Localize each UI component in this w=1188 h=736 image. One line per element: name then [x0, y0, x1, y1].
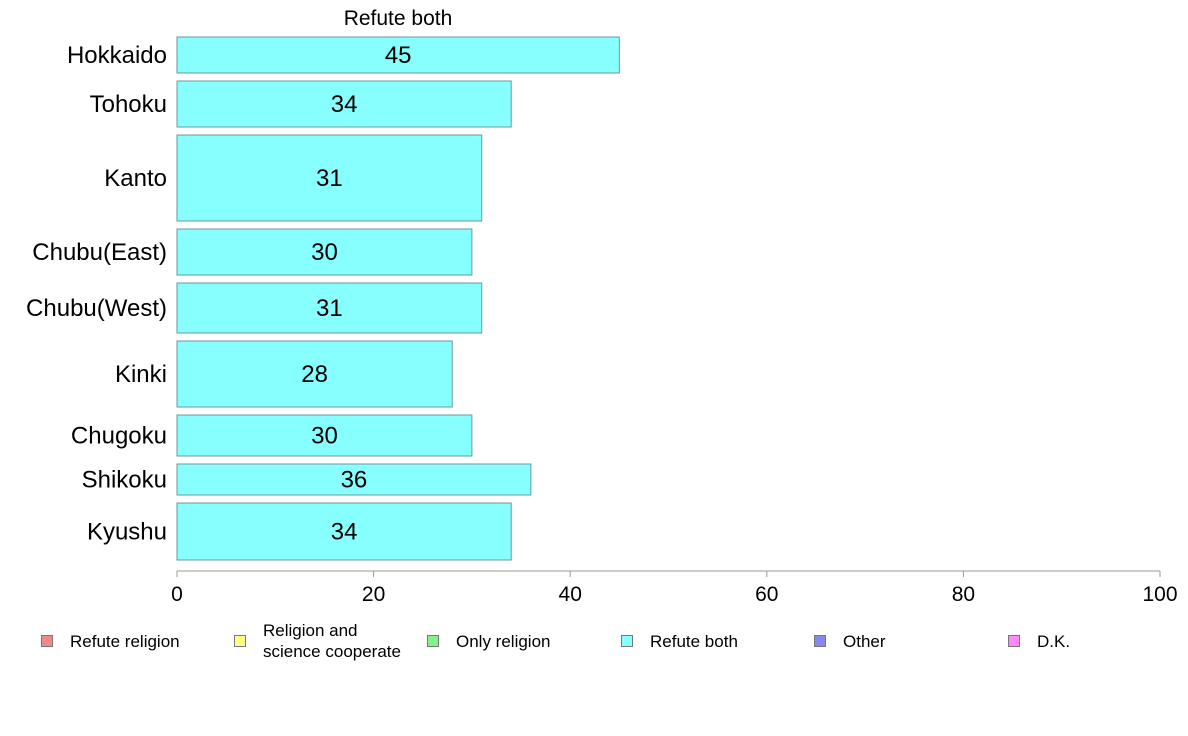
- x-tick-label: 40: [559, 583, 582, 606]
- legend-item-refute-both: Refute both: [621, 618, 738, 664]
- x-axis: 0 20 40 60 80 100: [171, 570, 1178, 606]
- x-tick-label: 80: [952, 583, 975, 606]
- bar-value-label: 45: [385, 42, 412, 69]
- legend-item-religion-and-science-cooperate: Religion and science cooperate: [234, 618, 401, 664]
- category-label: Hokkaido: [67, 42, 167, 69]
- bar-value-label: 31: [316, 295, 343, 322]
- category-label: Chubu(East): [32, 239, 167, 266]
- category-label: Chubu(West): [26, 295, 167, 322]
- category-label: Shikoku: [82, 467, 167, 494]
- category-label: Tohoku: [90, 91, 167, 118]
- x-tick-label: 60: [755, 583, 778, 606]
- bar-value-label: 30: [311, 239, 338, 266]
- legend-swatch: [427, 635, 439, 647]
- bar-hokkaido: [176, 36, 620, 74]
- chart-title: Refute both: [344, 7, 453, 30]
- legend-item-refute-religion: Refute religion: [41, 618, 180, 664]
- legend-item-other: Other: [814, 618, 886, 664]
- bars-layer: 45 Hokkaido 34 Tohoku 31 Kanto 30 Chubu(East) 31…: [26, 36, 620, 561]
- legend-label: Refute religion: [70, 631, 180, 651]
- legend-swatch: [41, 635, 53, 647]
- legend-label: Religion and science cooperate: [263, 621, 401, 661]
- legend-swatch: [1008, 635, 1020, 647]
- bar-tohoku: [176, 80, 512, 128]
- x-tick-label: 20: [362, 583, 385, 606]
- legend-swatch: [814, 635, 826, 647]
- x-tick-label: 100: [1142, 583, 1177, 606]
- legend-label: D.K.: [1037, 631, 1071, 651]
- legend-label: Only religion: [456, 631, 551, 651]
- bar-shikoku: [176, 463, 532, 496]
- legend-swatch: [621, 635, 633, 647]
- bar-value-label: 36: [341, 467, 368, 494]
- category-label: Chugoku: [71, 423, 167, 450]
- bar-chugoku: [176, 414, 473, 457]
- bar-value-label: 28: [301, 361, 328, 388]
- category-label: Kyushu: [87, 519, 167, 546]
- category-label: Kinki: [115, 361, 167, 388]
- bar-chubu-west-: [176, 282, 483, 334]
- legend-item-only-religion: Only religion: [427, 618, 551, 664]
- bar-value-label: 34: [331, 91, 358, 118]
- legend-label: Other: [843, 631, 886, 651]
- bar-chubu-east-: [176, 228, 473, 276]
- bar-value-label: 34: [331, 519, 358, 546]
- legend-label: Refute both: [650, 631, 738, 651]
- bar-kinki: [176, 340, 453, 408]
- bar-kyushu: [176, 502, 512, 561]
- x-tick-label: 0: [171, 583, 183, 606]
- legend-item-dk: D.K.: [1008, 618, 1070, 664]
- category-label: Kanto: [104, 165, 167, 192]
- legend-swatch: [234, 635, 246, 647]
- bar-value-label: 30: [311, 423, 338, 450]
- bar-value-label: 31: [316, 165, 343, 192]
- legend: Refute religion Religion and science coo…: [0, 618, 1188, 668]
- bar-kanto: [176, 134, 483, 222]
